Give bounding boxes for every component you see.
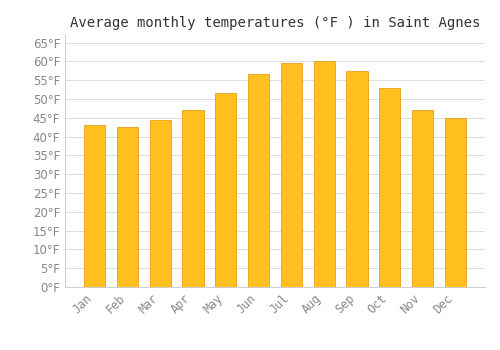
Bar — [280, 63, 302, 287]
Bar — [444, 118, 466, 287]
Bar — [314, 61, 335, 287]
Bar — [379, 88, 400, 287]
Bar — [84, 125, 106, 287]
Bar — [182, 110, 204, 287]
Bar — [117, 127, 138, 287]
Bar — [215, 93, 236, 287]
Bar — [412, 110, 433, 287]
Bar — [248, 75, 270, 287]
Title: Average monthly temperatures (°F ) in Saint Agnes: Average monthly temperatures (°F ) in Sa… — [70, 16, 480, 30]
Bar — [346, 71, 368, 287]
Bar — [150, 120, 171, 287]
